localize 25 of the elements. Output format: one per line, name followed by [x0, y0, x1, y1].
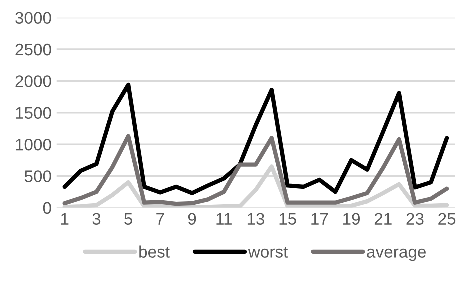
y-tick-label: 3000 — [16, 12, 52, 24]
legend-label: worst — [248, 247, 288, 258]
x-tick-label: 3 — [92, 213, 101, 226]
y-tick-label: 2000 — [16, 76, 52, 88]
x-tick-label: 11 — [216, 213, 232, 225]
x-tick-label: 13 — [248, 213, 264, 226]
x-tick-label: 1 — [61, 213, 69, 225]
x-tick-label: 19 — [344, 213, 360, 226]
x-tick-label: 7 — [156, 213, 164, 225]
x-tick-label: 5 — [124, 213, 132, 226]
y-tick-label: 1000 — [16, 138, 52, 151]
y-tick-label: 1500 — [16, 107, 52, 120]
legend-label: best — [140, 246, 170, 258]
x-tick-label: 15 — [280, 213, 296, 226]
line-series — [62, 134, 450, 206]
y-tick-label: 500 — [24, 170, 52, 182]
x-tick-label: 17 — [312, 213, 328, 225]
y-tick-label: 2500 — [16, 44, 52, 56]
x-tick-label: 23 — [406, 213, 424, 226]
x-tick-label: 21 — [374, 213, 392, 225]
x-tick-label: 25 — [438, 213, 456, 226]
line-series — [62, 82, 450, 196]
x-tick-label: 9 — [188, 213, 196, 226]
legend-label: average — [367, 248, 426, 262]
y-tick-label: 0 — [43, 202, 52, 214]
